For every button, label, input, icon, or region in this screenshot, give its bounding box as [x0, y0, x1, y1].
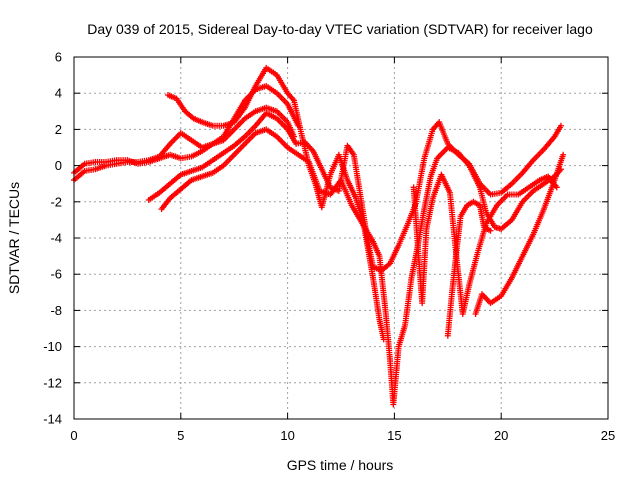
series-7 [444, 198, 494, 339]
chart-title: Day 039 of 2015, Sidereal Day-to-day VTE… [87, 21, 593, 37]
series-1 [71, 104, 298, 184]
y-tick-label: -2 [50, 194, 62, 209]
x-tick-label: 25 [601, 428, 615, 443]
x-tick-label: 20 [494, 428, 508, 443]
y-tick-label: -6 [50, 267, 62, 282]
y-tick-label: -14 [43, 412, 62, 427]
y-tick-label: 2 [55, 122, 62, 137]
y-tick-label: -8 [50, 303, 62, 318]
y-axis-label: SDTVAR / TECUs [6, 182, 22, 294]
series-2 [71, 82, 302, 176]
x-tick-label: 0 [70, 428, 77, 443]
y-tick-label: 6 [55, 50, 62, 65]
grid [74, 57, 608, 419]
data-points [71, 64, 567, 408]
data-point [487, 227, 494, 234]
y-tick-label: -4 [50, 231, 62, 246]
data-point [560, 151, 567, 158]
series-4 [145, 110, 565, 274]
y-tick-label: 0 [55, 158, 62, 173]
y-tick-label: -12 [43, 375, 62, 390]
y-tick-label: -10 [43, 339, 62, 354]
data-point [558, 122, 565, 129]
y-tick-label: 4 [55, 86, 62, 101]
x-tick-label: 5 [177, 428, 184, 443]
x-tick-label: 15 [387, 428, 401, 443]
x-tick-label: 10 [280, 428, 294, 443]
series-5 [158, 126, 565, 408]
axis-ticks: 0 5 10 15 20 25 -14 -12 -10 -8 -6 -4 -2 0 2 4 6 [43, 50, 615, 444]
x-axis-label: GPS time / hours [287, 457, 394, 473]
series-8 [472, 151, 567, 318]
